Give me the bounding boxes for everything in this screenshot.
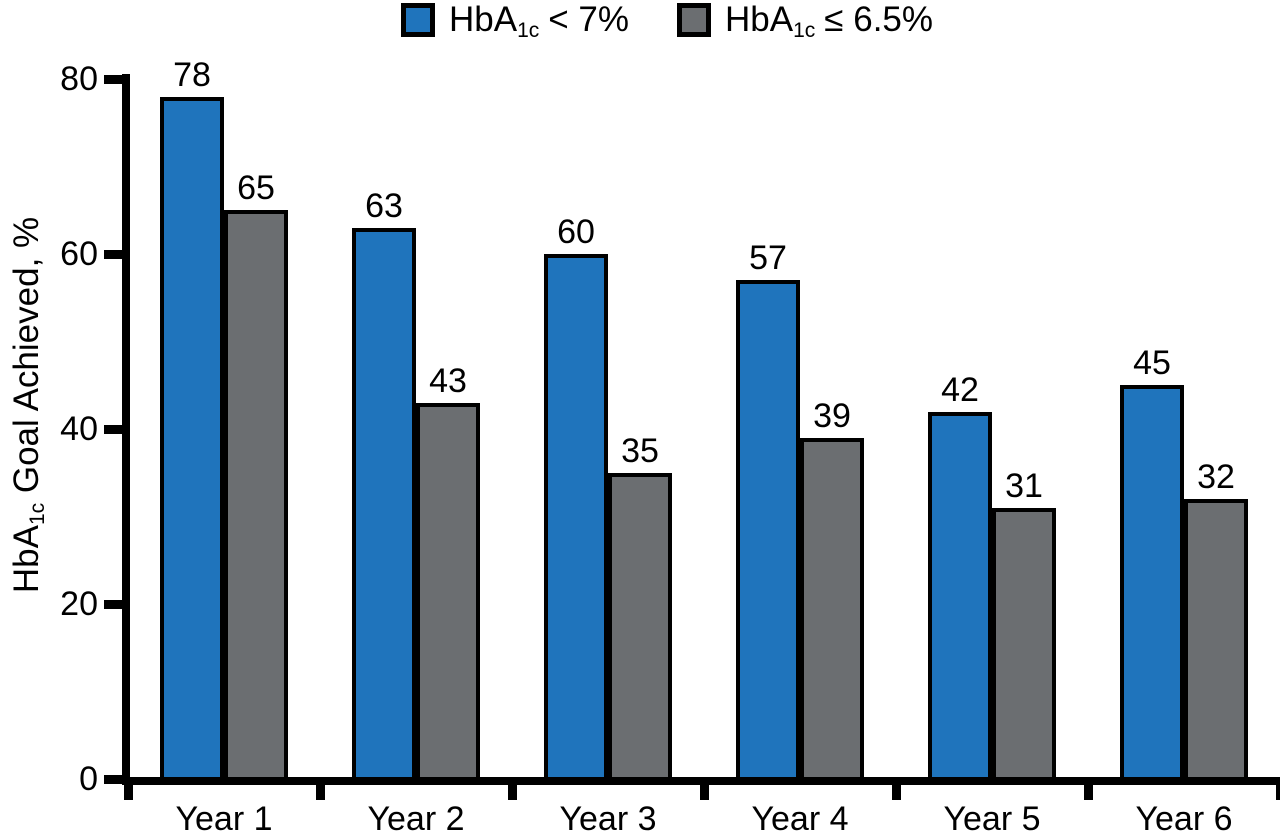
legend-swatch-blue bbox=[400, 3, 435, 37]
bar-gray-year-3 bbox=[608, 472, 672, 779]
legend-item-hba1c-le-6-5: HbA1c ≤ 6.5% bbox=[677, 0, 933, 45]
y-axis-line bbox=[122, 74, 130, 785]
y-axis-tick-label: 20 bbox=[60, 585, 98, 623]
legend-text: HbA bbox=[725, 0, 794, 39]
bar-value-label: 39 bbox=[813, 396, 851, 435]
y-axis-tick-label: 80 bbox=[60, 60, 98, 98]
legend-label-hba1c-le-6-5: HbA1c ≤ 6.5% bbox=[725, 0, 933, 45]
legend-label-hba1c-lt-7: HbA1c < 7% bbox=[449, 0, 629, 45]
bar-value-label: 43 bbox=[429, 361, 467, 400]
bar-value-label: 60 bbox=[557, 213, 595, 251]
bar-gray-year-5 bbox=[992, 507, 1056, 779]
bar-blue-year-3 bbox=[544, 254, 608, 779]
legend-item-hba1c-lt-7: HbA1c < 7% bbox=[400, 0, 629, 45]
legend-text-operator: < 7% bbox=[548, 0, 630, 39]
bar-value-label: 31 bbox=[1005, 466, 1043, 505]
y-axis-tick-label: 60 bbox=[60, 235, 98, 273]
legend-text-subscript: 1c bbox=[517, 18, 540, 42]
bar-blue-year-5 bbox=[928, 411, 992, 779]
x-axis-label: Year 4 bbox=[751, 800, 849, 838]
y-axis-tick-label: 40 bbox=[60, 410, 98, 448]
x-axis-tick bbox=[315, 785, 325, 800]
x-axis-label: Year 1 bbox=[175, 800, 273, 838]
y-axis-tick-label: 0 bbox=[79, 760, 98, 798]
bar-gray-year-4 bbox=[800, 437, 864, 779]
x-axis-tick bbox=[1275, 785, 1280, 800]
bar-value-label: 45 bbox=[1133, 344, 1171, 383]
y-axis-tick bbox=[104, 424, 122, 434]
x-axis-label: Year 2 bbox=[367, 800, 465, 838]
bar-value-label: 32 bbox=[1197, 458, 1235, 496]
y-axis-tick bbox=[104, 599, 122, 609]
x-axis-label: Year 6 bbox=[1135, 800, 1233, 838]
bar-value-label: 78 bbox=[173, 55, 211, 94]
y-axis-tick bbox=[104, 249, 122, 259]
x-axis-tick bbox=[507, 785, 517, 800]
y-axis-tick bbox=[104, 74, 122, 84]
legend: HbA1c < 7% HbA1c ≤ 6.5% bbox=[0, 0, 1280, 45]
bar-blue-year-4 bbox=[736, 280, 800, 779]
bar-value-label: 65 bbox=[237, 169, 275, 208]
legend-swatch-gray bbox=[677, 3, 712, 37]
legend-text-subscript: 1c bbox=[793, 18, 816, 42]
bar-gray-year-1 bbox=[224, 210, 288, 779]
x-axis-tick bbox=[123, 785, 133, 800]
x-axis-label: Year 3 bbox=[559, 800, 657, 838]
bar-value-label: 35 bbox=[621, 431, 659, 470]
x-axis-tick bbox=[891, 785, 901, 800]
y-axis-title-subscript: 1c bbox=[25, 502, 49, 526]
bar-value-label: 57 bbox=[749, 239, 787, 278]
bar-blue-year-1 bbox=[160, 96, 224, 779]
legend-text-operator: ≤ 6.5% bbox=[824, 0, 934, 39]
legend-text: HbA bbox=[448, 0, 518, 39]
x-axis-line bbox=[122, 777, 1280, 785]
x-axis-tick bbox=[699, 785, 709, 800]
bar-value-label: 42 bbox=[941, 370, 979, 409]
y-axis-tick bbox=[104, 774, 122, 784]
x-axis-tick bbox=[1083, 785, 1093, 800]
bar-value-label: 63 bbox=[365, 186, 403, 225]
y-axis-title-text: HbA bbox=[7, 525, 46, 594]
bar-blue-year-2 bbox=[352, 227, 416, 779]
x-axis-label: Year 5 bbox=[943, 800, 1041, 838]
bar-blue-year-6 bbox=[1120, 385, 1184, 779]
bar-gray-year-6 bbox=[1184, 499, 1248, 779]
bar-gray-year-2 bbox=[416, 402, 480, 779]
